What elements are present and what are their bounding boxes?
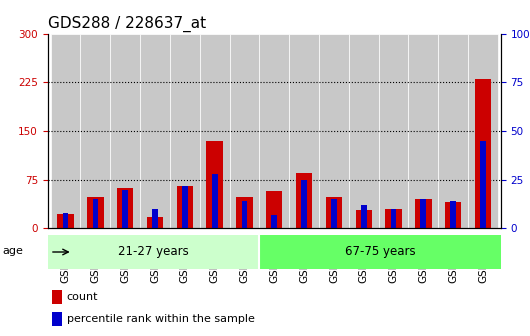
Bar (147, 217, 163, 228)
Bar (331, 199, 337, 228)
Bar (81, 34, 110, 228)
Bar (229, 34, 259, 228)
Bar (110, 34, 140, 228)
Bar (48, 235, 259, 269)
Bar (289, 34, 319, 228)
Bar (356, 210, 372, 228)
Bar (200, 34, 229, 228)
Bar (450, 201, 456, 228)
Bar (475, 79, 491, 228)
Bar (391, 209, 396, 228)
Bar (63, 213, 68, 228)
Bar (266, 191, 282, 228)
Bar (236, 197, 253, 228)
Bar (242, 201, 248, 228)
Bar (349, 34, 378, 228)
Bar (51, 34, 81, 228)
Bar (176, 186, 193, 228)
Bar (57, 214, 74, 228)
Text: 21-27 years: 21-27 years (118, 246, 189, 258)
Bar (52, 290, 63, 304)
Bar (122, 190, 128, 228)
Bar (182, 185, 188, 228)
Text: 67-75 years: 67-75 years (344, 246, 416, 258)
Text: count: count (67, 292, 99, 302)
Bar (361, 205, 367, 228)
Bar (385, 209, 402, 228)
Bar (420, 199, 426, 228)
Bar (319, 34, 349, 228)
Bar (259, 235, 501, 269)
Bar (378, 34, 409, 228)
Bar (52, 312, 63, 326)
Bar (117, 188, 134, 228)
Bar (445, 203, 461, 228)
Bar (480, 141, 486, 228)
Bar (271, 215, 277, 228)
Bar (87, 197, 103, 228)
Bar (438, 34, 468, 228)
Bar (415, 199, 431, 228)
Bar (170, 34, 200, 228)
Bar (468, 34, 498, 228)
Text: age: age (3, 246, 23, 256)
Bar (409, 34, 438, 228)
Text: percentile rank within the sample: percentile rank within the sample (67, 314, 255, 324)
Bar (93, 199, 98, 228)
Bar (140, 34, 170, 228)
Bar (207, 141, 223, 228)
Bar (259, 34, 289, 228)
Text: GDS288 / 228637_at: GDS288 / 228637_at (48, 16, 206, 32)
Bar (212, 174, 217, 228)
Bar (326, 197, 342, 228)
Bar (296, 173, 312, 228)
Bar (301, 180, 307, 228)
Bar (152, 209, 158, 228)
